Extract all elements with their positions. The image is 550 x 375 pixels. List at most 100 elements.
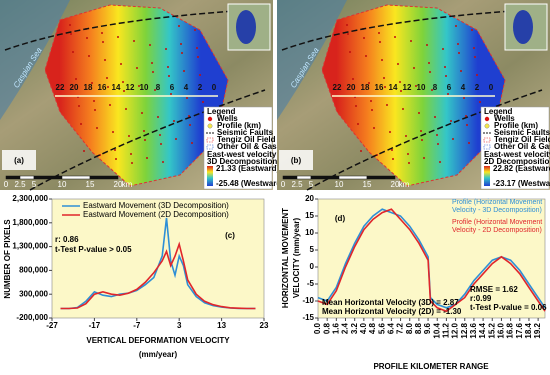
legend-item: Profile (km): [217, 121, 261, 130]
well: [391, 149, 393, 151]
well: [159, 134, 161, 136]
profile-mark: 12: [403, 83, 412, 92]
well: [458, 52, 460, 54]
well: [402, 108, 404, 110]
panel-label-box: [2, 150, 36, 170]
x-tick-label: 3: [177, 321, 182, 330]
x-tick-label: 18.4: [524, 322, 533, 338]
color-bar-min: -23.17 (Westward): [493, 179, 550, 188]
scale-label: 10: [335, 180, 344, 189]
well: [466, 124, 468, 126]
profile-mark: 0: [489, 83, 494, 92]
well: [471, 29, 473, 31]
x-axis-title: VERTICAL DEFORMATION VELOCITY: [86, 336, 230, 345]
well: [473, 47, 475, 49]
x-tick-label: 4.8: [368, 322, 377, 334]
well: [191, 142, 193, 144]
well: [88, 55, 90, 57]
well: [131, 162, 133, 164]
well: [170, 93, 172, 95]
legend-item: Tengiz Oil Field: [217, 135, 276, 144]
x-tick-label: 0.0: [313, 322, 322, 334]
scale-segment: [5, 175, 21, 180]
well: [75, 78, 77, 80]
panel-label: (c): [225, 231, 235, 240]
y-tick-label: 1,300,000: [12, 242, 48, 251]
well: [437, 143, 439, 145]
profile-mark: 0: [212, 83, 217, 92]
well: [96, 127, 98, 129]
well: [181, 52, 183, 54]
legend-symbol: [483, 144, 491, 150]
well: [102, 41, 104, 43]
profile-mark: 8: [433, 83, 438, 92]
well: [405, 135, 407, 137]
well: [407, 153, 409, 155]
well: [444, 66, 446, 68]
scale-label: 5: [32, 180, 37, 189]
well: [386, 104, 388, 106]
scale-segment: [282, 175, 298, 180]
well: [431, 89, 433, 91]
well: [357, 123, 359, 125]
scale-label: 2.5: [14, 180, 26, 189]
well: [394, 36, 396, 38]
x-tick-label: 6.4: [386, 322, 395, 334]
y-axis-title: VELOCITY (mm/year): [292, 218, 301, 299]
legend-title: Legend: [207, 107, 236, 116]
well: [115, 158, 117, 160]
plot-background: [51, 198, 265, 319]
scale-label: 15: [363, 180, 372, 189]
well: [138, 85, 140, 87]
inset-sea: [236, 10, 256, 44]
well: [457, 43, 459, 45]
well: [363, 37, 365, 39]
well: [389, 131, 391, 133]
well: [421, 139, 423, 141]
profile-mark: 8: [156, 83, 161, 92]
well: [428, 62, 430, 64]
x-tick-label: 17.6: [515, 322, 524, 338]
scale-label: km: [122, 180, 133, 189]
well: [373, 127, 375, 129]
well: [152, 71, 154, 73]
x-tick-label: 10.4: [432, 322, 441, 338]
well: [143, 130, 145, 132]
well: [91, 82, 93, 84]
y-tick-label: 10: [305, 228, 314, 237]
x-tick-label: 14.4: [478, 322, 487, 338]
profile-mark: 14: [112, 83, 121, 92]
legend-box: [203, 106, 273, 190]
x-tick-label: 8.8: [414, 322, 423, 334]
well: [154, 89, 156, 91]
well: [418, 112, 420, 114]
legend-symbol: [207, 123, 213, 129]
legend: Profile (Horizontal Movement Velocity - …: [452, 199, 546, 239]
well: [410, 40, 412, 42]
scale-label: 15: [86, 180, 95, 189]
color-bar-max: 21.33 (Eastward): [216, 164, 279, 173]
well: [423, 157, 425, 159]
scale-label: km: [399, 180, 410, 189]
scale-segment: [310, 175, 340, 180]
profile-mark: 18: [361, 83, 370, 92]
annotation: r: 0.86: [55, 235, 79, 244]
well: [463, 97, 465, 99]
x-tick-label: 2.4: [341, 322, 350, 334]
profile-mark: 12: [126, 83, 135, 92]
annotation: Mean Horizontal Velocity (2D) = -1.30: [322, 307, 462, 316]
well: [384, 86, 386, 88]
well: [151, 62, 153, 64]
legend-symbol: [484, 123, 490, 129]
well: [460, 70, 462, 72]
well: [378, 32, 380, 34]
legend-method: 3D Decomposition, mm/year: [207, 157, 315, 166]
y-tick-label: 20: [305, 194, 314, 203]
x-tick-label: 13.6: [469, 322, 478, 338]
x-tick-label: 23: [260, 321, 269, 330]
profile-mark: 10: [140, 83, 149, 92]
well: [189, 124, 191, 126]
well: [439, 161, 441, 163]
